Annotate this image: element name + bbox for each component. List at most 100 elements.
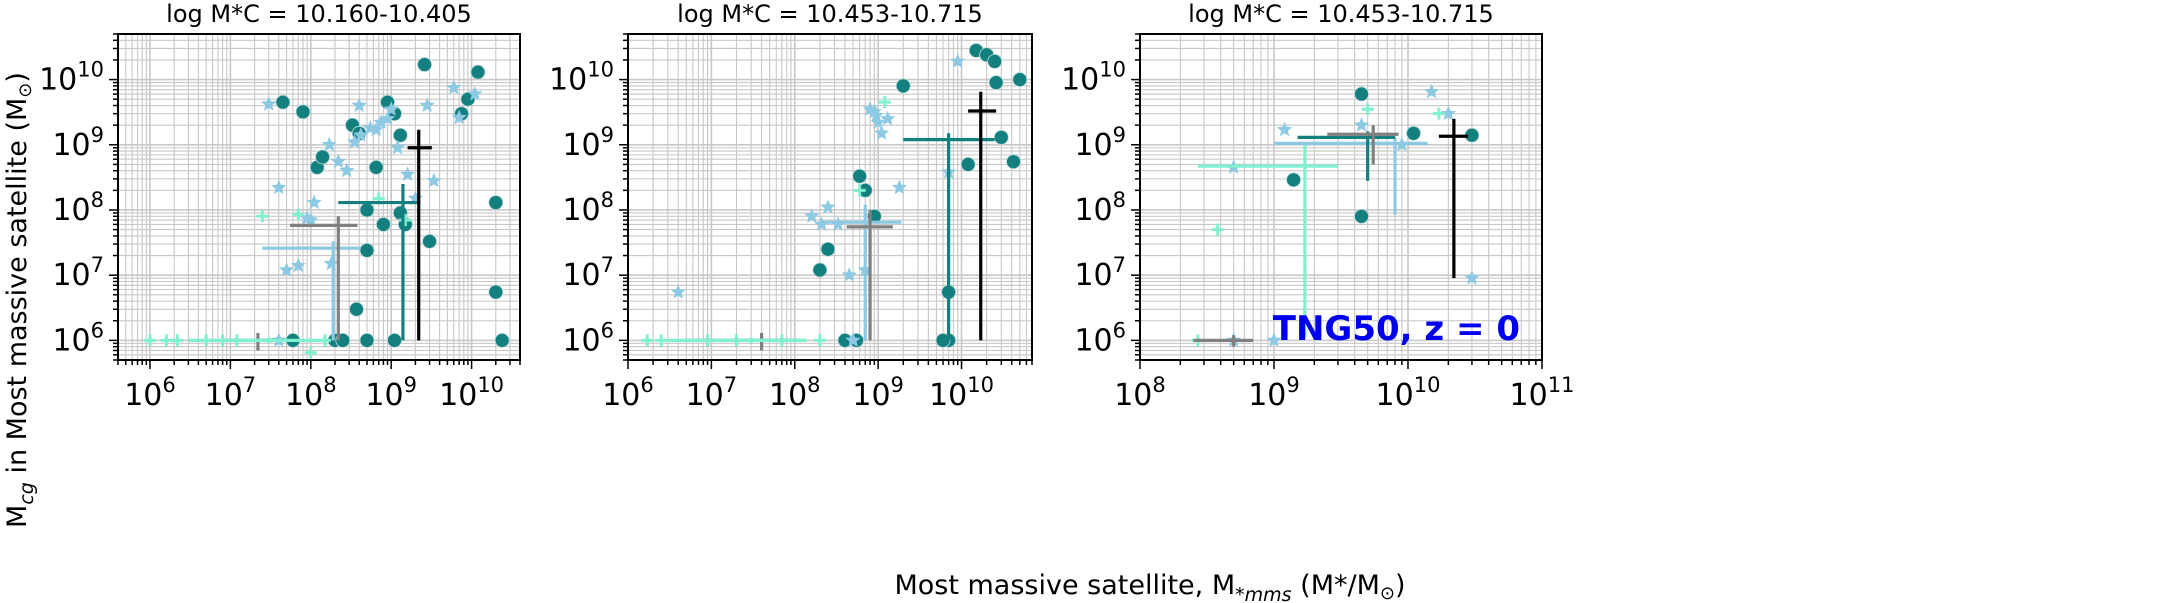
data-point-plus: [1361, 103, 1374, 116]
data-point-star: [451, 109, 467, 125]
data-point-circle: [488, 284, 504, 300]
data-point-circle: [470, 64, 486, 80]
x-tick-label: 1010: [439, 373, 504, 413]
data-point-star: [1277, 121, 1293, 137]
panel-2: 106 107 108 109 1010 106 107 108 109 1010 log M*C …: [549, 0, 1033, 413]
y-tick-label: 109: [52, 123, 104, 163]
panel-title: log M*C = 10.160-10.405: [166, 0, 472, 28]
panel-1: 106 107 108 109 1010 106 107 108 109 1010 log M*C …: [39, 0, 521, 413]
y-tick-label: 1010: [39, 58, 104, 98]
data-point-star: [279, 262, 295, 277]
data-point-star: [390, 139, 406, 155]
data-point-circle: [1406, 125, 1421, 141]
data-point-circle: [852, 168, 868, 184]
y-tick-label: 107: [52, 253, 104, 293]
data-point-star: [261, 96, 277, 111]
data-point-star: [1424, 83, 1440, 99]
x-tick-label: 109: [852, 373, 904, 413]
x-tick-label: 109: [1248, 373, 1300, 413]
data-point-circle: [1286, 172, 1301, 188]
data-point-star: [1440, 105, 1456, 121]
data-point-star: [1464, 270, 1480, 285]
x-tick-label: 1010: [1376, 373, 1441, 413]
data-point-plus: [143, 334, 156, 347]
data-point-circle: [988, 75, 1004, 90]
data-point-star: [891, 179, 907, 195]
data-point-circle: [295, 104, 311, 120]
data-point-circle: [359, 332, 375, 348]
data-point-circle: [895, 78, 911, 94]
panel-3: 108 109 1010 1011 106 107 108 109 1010 log M*C = …: [1061, 0, 1574, 413]
data-point-star: [321, 136, 337, 152]
data-point-plus: [256, 210, 269, 223]
data-point-star: [950, 53, 966, 68]
y-tick-label: 1010: [1061, 58, 1126, 98]
data-point-plus: [160, 334, 173, 347]
y-tick-label: 106: [562, 318, 614, 358]
data-point-circle: [315, 149, 330, 165]
data-point-plus: [292, 208, 305, 221]
data-point-circle: [1012, 72, 1028, 87]
data-point-circle: [1354, 208, 1369, 224]
data-point-star: [1266, 332, 1282, 347]
data-point-star: [323, 255, 339, 271]
x-tick-label: 109: [365, 373, 417, 413]
data-point-star: [426, 172, 442, 188]
plot-frame: [627, 33, 1033, 361]
x-tick-label: 108: [285, 373, 337, 413]
y-tick-label: 109: [562, 123, 614, 163]
y-tick-label: 108: [1074, 188, 1126, 228]
data-point-circle: [275, 94, 291, 110]
data-point-star: [346, 134, 363, 149]
data-point-plus: [1432, 107, 1445, 120]
data-point-star: [368, 121, 384, 137]
data-point-circle: [349, 301, 364, 317]
y-tick-label: 108: [52, 188, 104, 228]
data-point-star: [339, 162, 355, 178]
data-point-star: [271, 179, 287, 195]
y-tick-label: 1010: [549, 58, 614, 98]
data-point-star: [383, 101, 399, 116]
data-point-circle: [422, 233, 437, 249]
panel-title: log M*C = 10.453-10.715: [1188, 0, 1494, 28]
y-axis-title: Mcg in Most massive satellite (M⊙): [2, 72, 38, 528]
data-point-circle: [392, 127, 408, 143]
x-tick-label: 107: [686, 373, 738, 413]
y-tick-label: 106: [52, 318, 104, 358]
plot-area: [118, 34, 520, 360]
data-point-star: [874, 125, 890, 140]
y-tick-label: 109: [1074, 123, 1126, 163]
data-point-star: [868, 107, 884, 123]
data-point-circle: [1354, 86, 1369, 102]
y-tick-label: 108: [562, 188, 614, 228]
plot-frame: [1139, 33, 1543, 361]
data-point-star: [820, 199, 836, 214]
data-point-star: [1353, 117, 1370, 132]
y-tick-label: 107: [1074, 253, 1126, 293]
x-tick-label: 108: [769, 373, 821, 413]
data-point-plus: [878, 96, 891, 109]
data-point-star: [290, 257, 306, 273]
data-point-star: [330, 153, 346, 169]
plot-frame: [117, 33, 521, 361]
data-point-plus: [641, 334, 654, 347]
data-point-circle: [820, 241, 836, 257]
x-tick-label: 108: [1114, 373, 1166, 413]
x-tick-label: 107: [205, 373, 257, 413]
data-point-star: [379, 110, 396, 126]
data-point-plus: [171, 334, 184, 347]
data-point-plus: [853, 184, 866, 197]
data-point-circle: [387, 332, 402, 348]
data-point-star: [353, 127, 369, 142]
data-point-circle: [417, 57, 432, 72]
data-point-circle: [359, 242, 375, 258]
data-point-star: [670, 284, 686, 299]
data-point-plus: [813, 334, 826, 347]
plot-area: [628, 34, 1032, 360]
data-point-circle: [359, 202, 375, 218]
data-point-circle: [376, 217, 391, 232]
data-point-star: [804, 208, 820, 223]
x-tick-label: 1010: [929, 373, 994, 413]
data-point-star: [306, 194, 322, 209]
